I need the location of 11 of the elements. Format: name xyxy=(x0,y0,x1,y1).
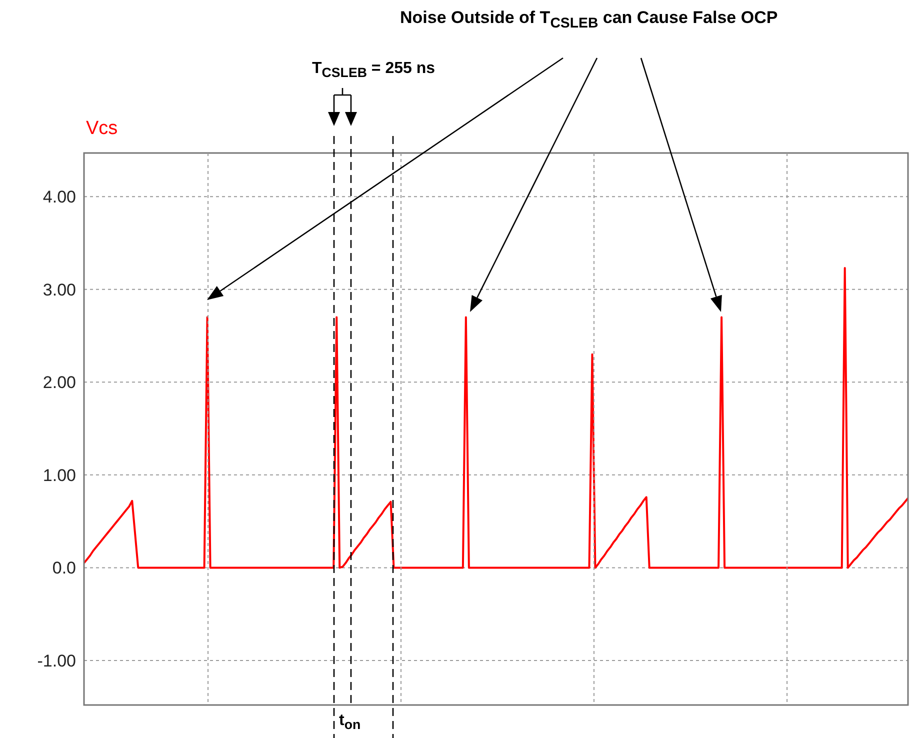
y-tick-label: 0.0 xyxy=(52,558,76,578)
text: t$_{on}$ xyxy=(339,712,361,732)
y-tick-label: -1.00 xyxy=(37,652,76,671)
y-axis-title: Vcs xyxy=(86,118,118,140)
text: T$_{CSLEB}$ = 255 ns xyxy=(312,60,435,80)
y-tick-label: 2.00 xyxy=(42,373,76,392)
line-series xyxy=(84,267,908,569)
y-tick-label: 1.00 xyxy=(42,466,76,485)
chart-title: Noise Outside of T$_{CSLEB}$ can Cause False OCP xyxy=(400,8,778,32)
y-tick-label: 3.00 xyxy=(42,280,76,300)
y-tick-label: 4.00 xyxy=(42,188,76,207)
